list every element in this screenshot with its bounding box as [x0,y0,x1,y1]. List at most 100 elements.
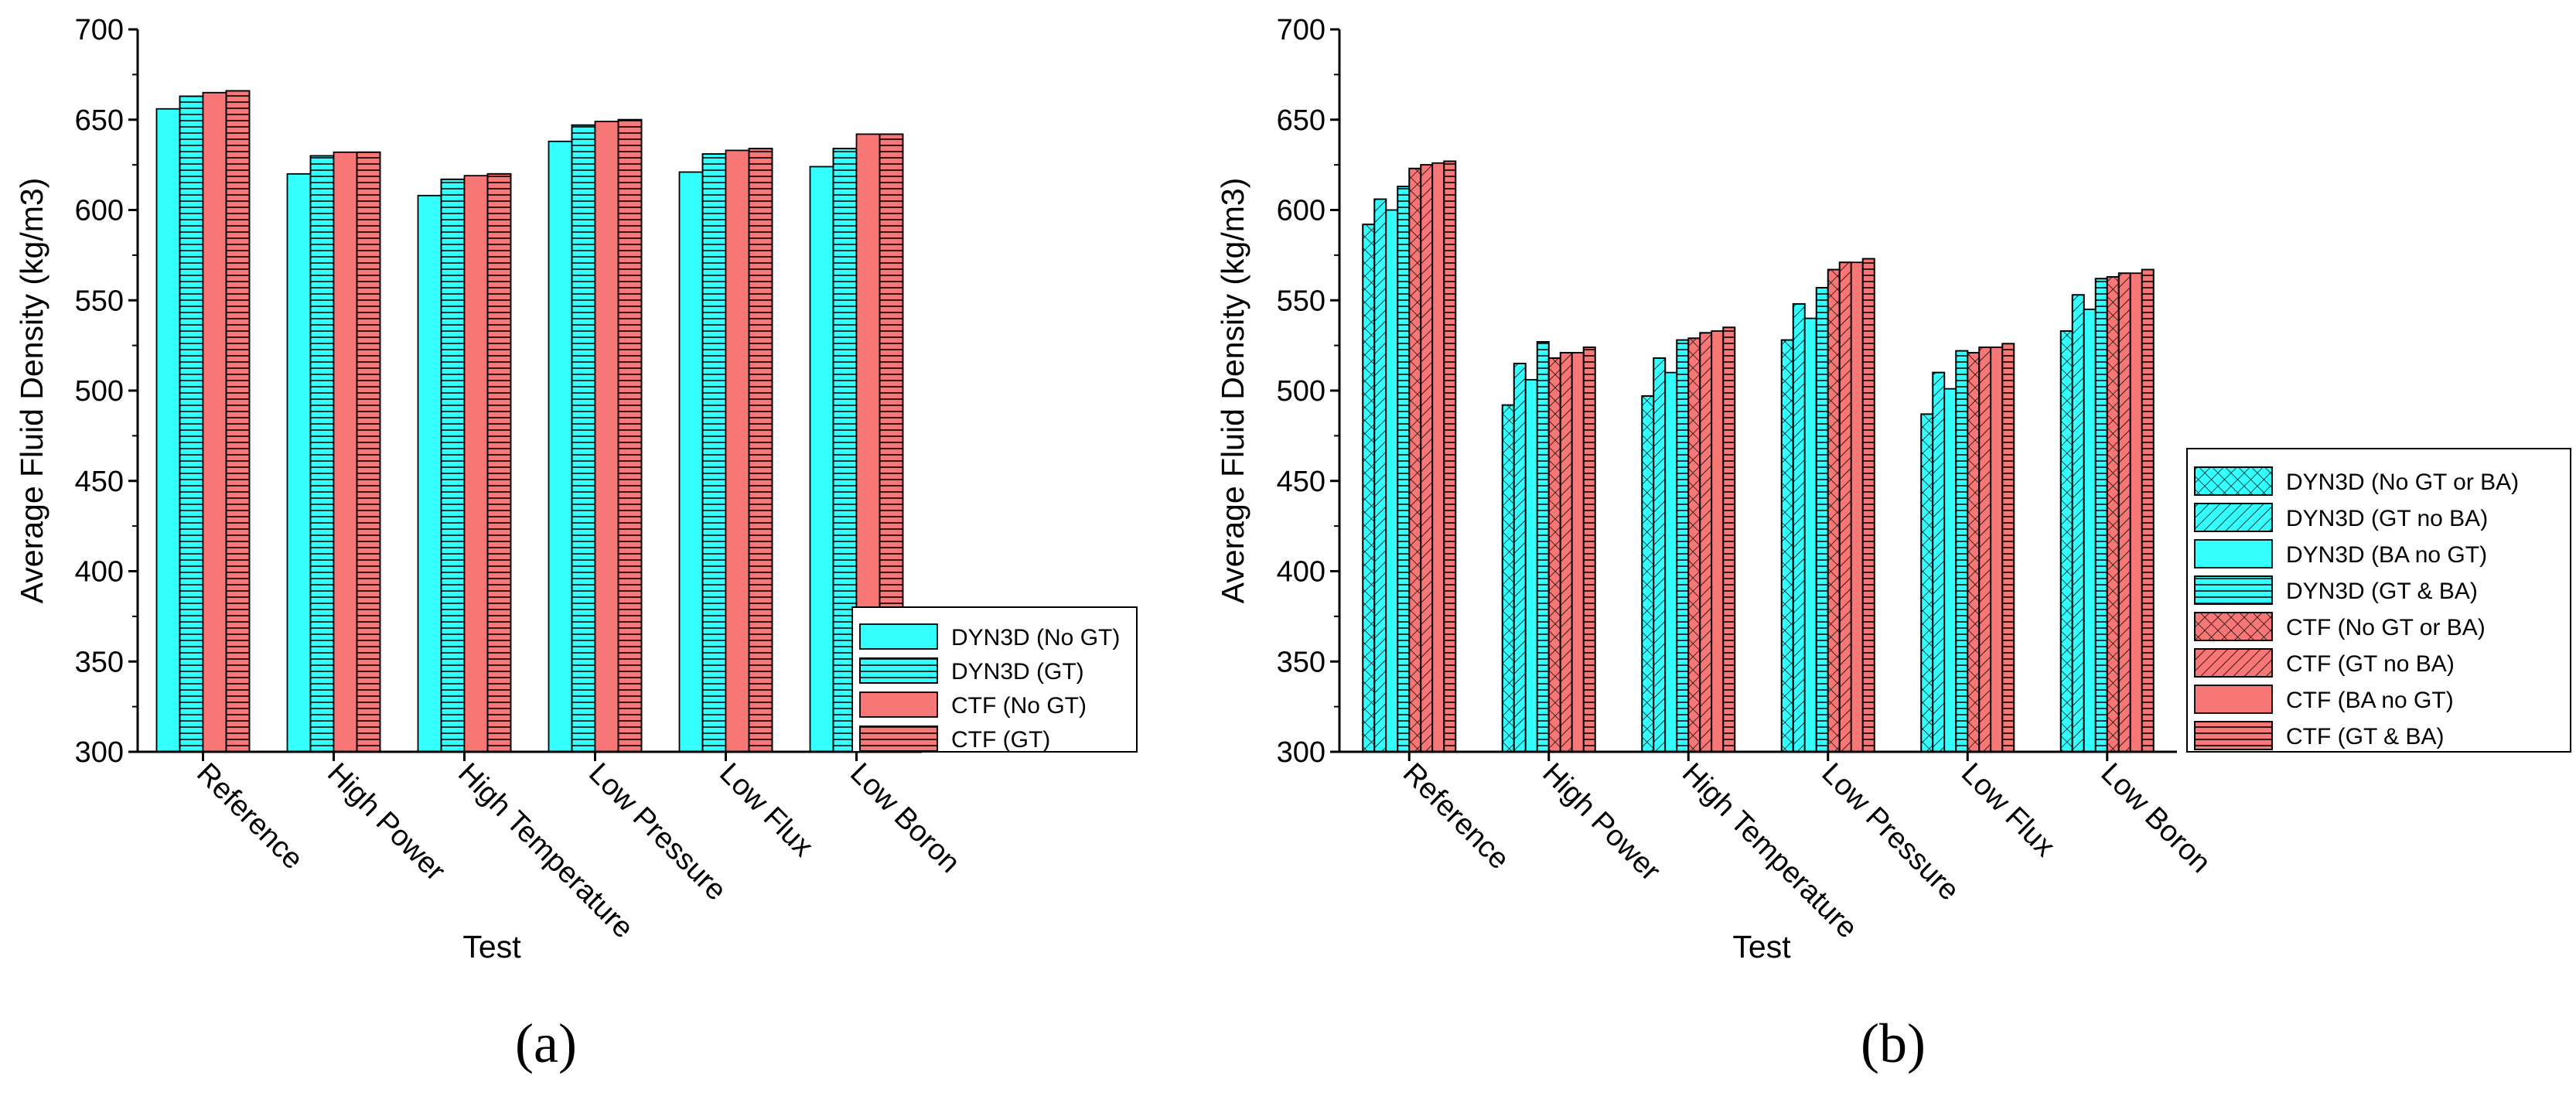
chart-b-legend-label-dyn3d-gt-no-ba: DYN3D (GT no BA) [2286,506,2488,531]
chart-a-bar-reference-dyn3d-no-gt [155,108,181,753]
chart-b-bar-low-boron-ctf-gt-no-ba-pattern [2117,272,2131,753]
chart-a: 300 350 400 450 500 550 600 650 700 Reference Hig… [14,14,1138,1074]
chart-b-ytick-label-350: 350 [1277,646,1326,678]
chart-a-ytick-label-700: 700 [75,14,124,46]
chart-b-bar-reference-ctf-gt-ba-pattern [1443,160,1457,753]
chart-a-xtick-label-low-boron: Low Boron [844,757,966,879]
chart-b-legend-swatch-ctf-no-gt-or-ba-pattern [2194,612,2273,641]
chart-b-bar-low-boron-ctf-ba-no-gt [2129,272,2143,753]
chart-b-bar-low-flux-dyn3d-ba-no-gt [1943,388,1957,753]
chart-a-bar-low-flux-ctf-gt-pattern [748,148,773,753]
chart-a-legend: DYN3D (No GT) DYN3D (GT) CTF (No GT) CTF (G… [851,606,1138,753]
chart-b-bars [1362,160,2155,753]
chart-b-ytick-label-500: 500 [1277,375,1326,408]
chart-b-y-ticks: 300 350 400 450 500 550 600 650 700 [1277,14,1339,769]
chart-b-xtick-label-reference: Reference [1397,757,1516,876]
chart-b-bar-reference-ctf-ba-no-gt [1431,162,1445,753]
chart-a-xtick-label-reference: Reference [190,757,309,876]
chart-b-legend-swatch-ctf-gt-ba-pattern [2194,721,2273,750]
chart-a-legend-label-dyn3d-no-gt: DYN3D (No GT) [951,625,1120,650]
chart-b-bar-low-pressure-ctf-gt-no-ba-pattern [1838,261,1852,753]
chart-a-ytick-label-300: 300 [75,736,124,769]
chart-a-legend-label-ctf-no-gt: CTF (No GT) [951,693,1087,719]
chart-b-bar-high-temperature-dyn3d-gt-ba-pattern [1676,339,1690,753]
chart-b-bar-high-temperature-ctf-gt-no-ba-pattern [1699,332,1713,753]
chart-a-bar-high-power-dyn3d-no-gt [286,172,312,753]
chart-b-bar-low-flux-ctf-ba-no-gt [1990,347,2004,753]
chart-b-bar-reference-ctf-gt-no-ba-pattern [1420,164,1434,753]
chart-a-bar-high-temperature-dyn3d-gt-pattern [440,178,466,753]
chart-b-xtick-label-high-power: High Power [1536,757,1667,888]
chart-a-bar-low-pressure-ctf-gt-pattern [617,118,643,753]
chart-a-y-ticks: 300 350 400 450 500 550 600 650 700 [75,14,138,769]
chart-b-legend-label-dyn3d-no-gt-or-ba: DYN3D (No GT or BA) [2286,469,2519,495]
chart-b-legend-label-ctf-no-gt-or-ba: CTF (No GT or BA) [2286,615,2486,640]
chart-b-legend-swatch-dyn3d-ba-no-gt [2194,539,2273,568]
chart-b-bar-low-pressure-dyn3d-gt-ba-pattern [1815,287,1829,753]
chart-a-ytick-label-350: 350 [75,646,124,678]
chart-b-bar-low-flux-dyn3d-no-gt-or-ba-pattern [1920,413,1934,753]
chart-b-legend-label-dyn3d-ba-no-gt: DYN3D (BA no GT) [2286,542,2487,568]
chart-a-bar-low-boron-dyn3d-no-gt [809,166,834,753]
chart-a-x-axis-label: Test [462,929,521,965]
chart-a-legend-swatch-dyn3d-no-gt [859,623,938,650]
chart-b-bar-reference-dyn3d-gt-no-ba-pattern [1373,198,1387,753]
panel-label-a: (a) [515,1012,577,1074]
chart-b-bar-low-flux-dyn3d-gt-no-ba-pattern [1932,371,1946,753]
chart-b-bar-low-pressure-ctf-gt-ba-pattern [1861,258,1875,753]
chart-b-bar-low-boron-dyn3d-ba-no-gt [2083,309,2097,753]
chart-a-bar-reference-ctf-gt-pattern [225,90,251,753]
chart-b-bar-low-boron-ctf-gt-ba-pattern [2141,268,2155,753]
chart-b-ytick-label-400: 400 [1277,556,1326,589]
chart-b-bar-low-flux-dyn3d-gt-ba-pattern [1955,350,1969,753]
chart-a-bar-low-pressure-dyn3d-no-gt [548,140,573,753]
chart-b-xtick-label-low-pressure: Low Pressure [1815,757,1965,907]
chart-a-bar-high-temperature-dyn3d-no-gt [417,194,442,753]
chart-a-bar-low-pressure-dyn3d-gt-pattern [571,124,596,753]
chart-a-ytick-label-450: 450 [75,466,124,498]
chart-b-bar-low-pressure-dyn3d-ba-no-gt [1803,317,1817,753]
chart-a-bar-low-pressure-ctf-no-gt [594,121,619,753]
chart-a-ytick-label-500: 500 [75,375,124,408]
chart-b-legend-swatch-dyn3d-no-gt-or-ba-pattern [2194,466,2273,496]
chart-b-bar-low-boron-dyn3d-no-gt-or-ba-pattern [2059,330,2073,753]
chart-b-bar-low-pressure-dyn3d-gt-no-ba-pattern [1792,303,1806,753]
chart-b-xtick-label-low-boron: Low Boron [2094,757,2216,879]
chart-b-ytick-label-600: 600 [1277,195,1326,227]
chart-b-bar-high-power-dyn3d-no-gt-or-ba-pattern [1501,404,1515,753]
chart-b-bar-high-temperature-ctf-ba-no-gt [1711,330,1725,753]
chart-b-bar-high-temperature-dyn3d-no-gt-or-ba-pattern [1641,395,1655,753]
chart-b-ytick-label-300: 300 [1277,736,1326,769]
chart-b-legend-label-dyn3d-gt-ba: DYN3D (GT & BA) [2286,579,2478,604]
chart-a-bar-low-flux-dyn3d-no-gt [678,171,704,753]
chart-b-x-axis-label: Test [1732,929,1791,965]
chart-b-xtick-label-low-flux: Low Flux [1955,757,2061,863]
chart-b-bar-low-pressure-dyn3d-no-gt-or-ba-pattern [1780,339,1794,753]
chart-b-legend-swatch-ctf-ba-no-gt [2194,685,2273,714]
chart-b-bar-low-pressure-ctf-no-gt-or-ba-pattern [1827,268,1841,753]
chart-b-bar-high-temperature-dyn3d-ba-no-gt [1664,371,1678,753]
chart-b-legend-label-ctf-ba-no-gt: CTF (BA no GT) [2286,688,2454,713]
chart-b-bar-high-temperature-dyn3d-gt-no-ba-pattern [1653,357,1667,753]
chart-b-bar-low-boron-ctf-no-gt-or-ba-pattern [2106,275,2120,753]
chart-b-bar-low-flux-ctf-no-gt-or-ba-pattern [1967,352,1981,753]
chart-b-bar-low-flux-ctf-gt-ba-pattern [2001,343,2015,753]
chart-a-bar-high-power-ctf-gt-pattern [356,151,381,753]
chart-a-bar-high-power-dyn3d-gt-pattern [309,155,335,753]
chart-a-ytick-label-650: 650 [75,104,124,137]
chart-b-bar-high-power-ctf-ba-no-gt [1571,352,1585,753]
chart-a-bar-high-temperature-ctf-gt-pattern [486,172,512,753]
chart-a-legend-swatch-dyn3d-gt-pattern [859,657,938,684]
chart-b-bar-reference-dyn3d-no-gt-or-ba-pattern [1362,224,1376,753]
chart-a-bar-reference-ctf-no-gt [202,91,227,753]
chart-b-bar-high-power-ctf-no-gt-or-ba-pattern [1547,357,1561,753]
chart-a-xtick-label-low-flux: Low Flux [713,757,819,863]
chart-b-bar-high-power-dyn3d-gt-ba-pattern [1536,341,1550,753]
chart-b-bar-reference-ctf-no-gt-or-ba-pattern [1408,167,1422,753]
chart-b-bar-low-boron-dyn3d-gt-no-ba-pattern [2071,294,2085,753]
chart-a-bar-reference-dyn3d-gt-pattern [179,95,204,753]
chart-b-bar-high-temperature-ctf-no-gt-or-ba-pattern [1687,337,1701,753]
